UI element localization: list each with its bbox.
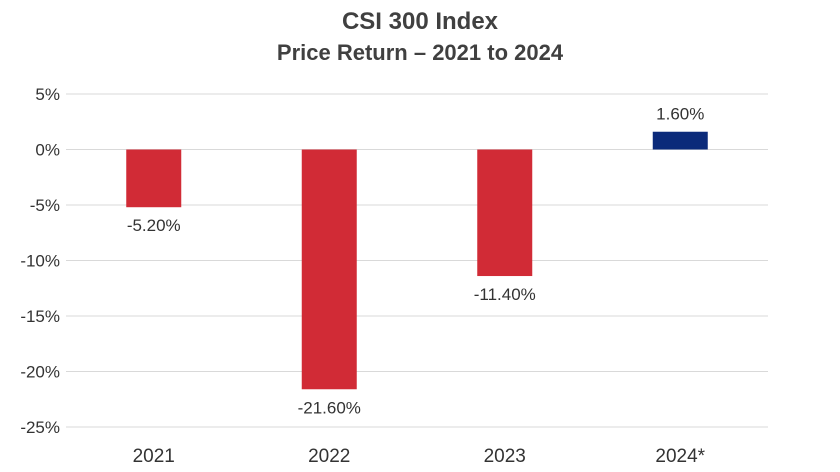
- x-category-label: 2024*: [655, 446, 705, 467]
- x-category-label: 2021: [133, 446, 175, 467]
- data-label: -5.20%: [127, 216, 181, 235]
- y-tick-label: -20%: [20, 363, 60, 382]
- bar: [652, 131, 708, 150]
- data-label: 1.60%: [656, 105, 704, 124]
- x-category-label: 2022: [308, 446, 350, 467]
- chart-title: CSI 300 Index: [341, 8, 499, 35]
- chart-subtitle: Price Return – 2021 to 2024: [276, 40, 564, 65]
- y-tick-label: -25%: [20, 418, 60, 437]
- y-tick-label: -10%: [20, 252, 60, 271]
- y-tick-label: 5%: [35, 85, 60, 104]
- bar: [477, 149, 533, 277]
- y-tick-label: -15%: [20, 307, 60, 326]
- x-category-label: 2023: [484, 446, 526, 467]
- y-tick-label: -5%: [30, 196, 60, 215]
- bar: [126, 149, 182, 208]
- bar: [301, 149, 357, 390]
- data-label: -21.60%: [298, 398, 361, 417]
- data-label: -11.40%: [474, 285, 536, 304]
- y-tick-label: 0%: [35, 141, 60, 160]
